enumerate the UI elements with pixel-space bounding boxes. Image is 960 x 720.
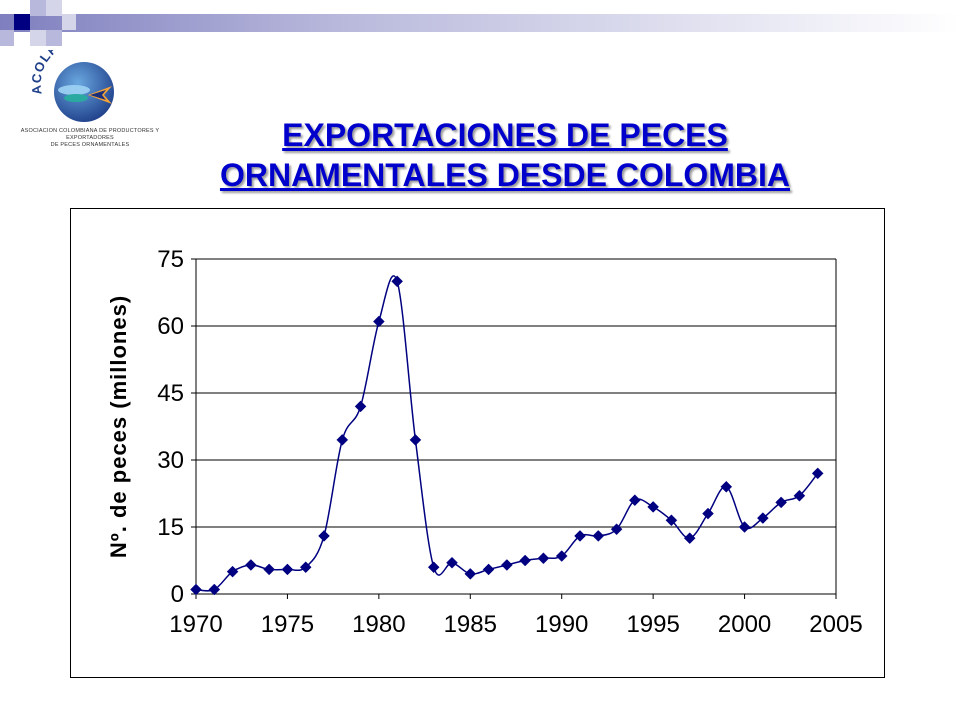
x-tick-label-0: 1970 [169, 611, 222, 638]
deco-square-1 [14, 14, 30, 30]
corner-decoration [0, 0, 960, 46]
x-tick-label-6: 2000 [718, 611, 771, 638]
data-point-2002 [775, 496, 787, 509]
y-tick-label-5: 75 [157, 246, 184, 273]
data-point-1996 [665, 514, 678, 527]
data-point-1973 [245, 559, 257, 571]
y-tick-label-4: 60 [157, 313, 184, 340]
series-line-0 [195, 275, 819, 592]
deco-square-5 [46, 30, 62, 46]
deco-square-4 [30, 30, 46, 46]
x-tick-label-4: 1990 [535, 611, 588, 638]
data-point-1991 [574, 530, 586, 542]
y-tick-label-0: 0 [171, 581, 184, 608]
x-tick-label-2: 1980 [352, 611, 405, 638]
data-point-1998 [702, 507, 714, 520]
y-axis-label: Nº. de peces (millones) [106, 295, 131, 558]
x-tick-label-3: 1985 [444, 611, 497, 638]
logo-caption-line1: ASOCIACION COLOMBIANA DE PRODUCTORES Y E… [20, 128, 160, 141]
y-tick-label-1: 15 [157, 514, 184, 541]
y-tick-label-3: 45 [157, 380, 184, 407]
x-tick-label-5: 1995 [626, 611, 679, 638]
data-point-1970 [190, 583, 202, 596]
data-point-1986 [482, 563, 495, 576]
data-point-1988 [519, 554, 531, 567]
line-chart: 0 15 30 45 60 75 1970 1975 1980 1985 1990 1995 2000 2… [106, 246, 863, 638]
deco-square-3 [46, 0, 62, 16]
y-tick-label-2: 30 [157, 447, 184, 474]
data-point-1990 [555, 550, 568, 562]
data-point-1989 [537, 552, 550, 565]
data-point-2001 [757, 512, 769, 524]
data-point-1974 [263, 563, 275, 576]
data-point-1981 [391, 275, 403, 288]
data-point-1995 [647, 501, 659, 513]
logo-caption-line2: DE PECES ORNAMENTALES [50, 142, 130, 148]
data-point-1976 [299, 561, 312, 574]
x-tick-label-7: 2005 [809, 611, 862, 638]
data-point-1980 [373, 315, 385, 328]
x-tick-label-1: 1975 [261, 611, 314, 638]
chart-frame: 0 15 30 45 60 75 1970 1975 1980 1985 1990 1995 2000 2… [70, 208, 885, 678]
data-point-1971 [208, 583, 221, 596]
data-point-1984 [446, 556, 458, 569]
data-point-1999 [720, 480, 733, 493]
data-point-1994 [629, 494, 641, 507]
slide-title: EXPORTACIONES DE PECES ORNAMENTALES DESD… [150, 115, 860, 195]
data-point-1982 [409, 434, 422, 446]
deco-square-2 [30, 0, 46, 16]
data-point-2003 [793, 489, 806, 502]
logo-caption: ASOCIACION COLOMBIANA DE PRODUCTORES Y E… [0, 128, 180, 149]
deco-square-6 [0, 30, 14, 46]
data-point-1987 [501, 559, 513, 571]
data-point-2000 [738, 521, 751, 533]
data-point-1997 [683, 532, 696, 545]
data-point-1992 [592, 530, 605, 542]
data-point-1993 [610, 523, 623, 536]
deco-square-7 [62, 14, 76, 30]
data-point-1983 [427, 561, 440, 574]
data-point-1979 [354, 400, 367, 413]
data-point-1978 [336, 434, 349, 446]
title-line-2: ORNAMENTALES DESDE COLOMBIA [219, 157, 791, 193]
data-point-1972 [226, 565, 239, 578]
title-line-1: EXPORTACIONES DE PECES [282, 117, 728, 153]
data-point-2004 [811, 467, 824, 480]
header-bar [0, 14, 960, 32]
data-point-1975 [281, 563, 294, 576]
data-point-1985 [464, 568, 477, 580]
data-point-1977 [318, 530, 330, 542]
